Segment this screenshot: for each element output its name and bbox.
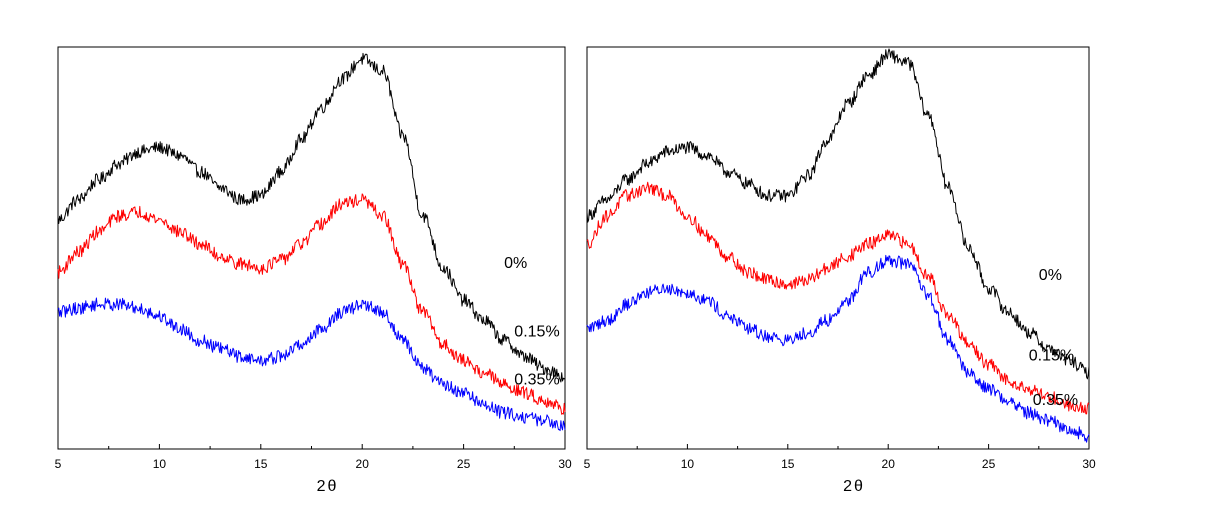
series-label-left-zero: 0%: [504, 255, 527, 272]
x-tick-label-left-5: 5: [55, 457, 62, 471]
series-line-left-p015: [57, 193, 566, 415]
plot-frame-left: [57, 46, 566, 450]
series-label-right-p015: 0.15%: [1029, 348, 1074, 365]
x-tick-label-right-30: 30: [1082, 457, 1096, 471]
x-tick-label-right-5: 5: [584, 457, 591, 471]
x-tick-label-right-15: 15: [781, 457, 795, 471]
chart-left: 5 10 15 20 25 30 2θ 0% 0.15% 0.35%: [55, 46, 572, 495]
x-tick-label-right-25: 25: [982, 457, 996, 471]
series-label-right-p035: 0.35%: [1033, 392, 1078, 409]
series-line-right-p015: [586, 181, 1090, 415]
x-tick-label-left-20: 20: [356, 457, 370, 471]
series-line-right-p035: [586, 254, 1090, 443]
series-line-right-zero: [586, 48, 1090, 380]
x-tick-label-left-10: 10: [153, 457, 167, 471]
x-tick-label-left-15: 15: [254, 457, 268, 471]
x-tick-label-right-10: 10: [681, 457, 695, 471]
plot-frame-right: [586, 46, 1090, 450]
chart-right: 5 10 15 20 25 30 2θ 0% 0.15% 0.35%: [584, 46, 1096, 495]
x-axis-label-left: 2θ: [317, 478, 339, 495]
x-tick-label-left-30: 30: [558, 457, 572, 471]
series-label-right-zero: 0%: [1039, 267, 1062, 284]
x-tick-label-right-20: 20: [882, 457, 896, 471]
series-line-left-zero: [57, 52, 566, 383]
series-line-left-p035: [57, 297, 566, 432]
x-tick-label-left-25: 25: [457, 457, 471, 471]
x-axis-label-right: 2θ: [843, 478, 865, 495]
series-label-left-p015: 0.15%: [514, 323, 559, 340]
series-label-left-p035: 0.35%: [514, 372, 559, 389]
